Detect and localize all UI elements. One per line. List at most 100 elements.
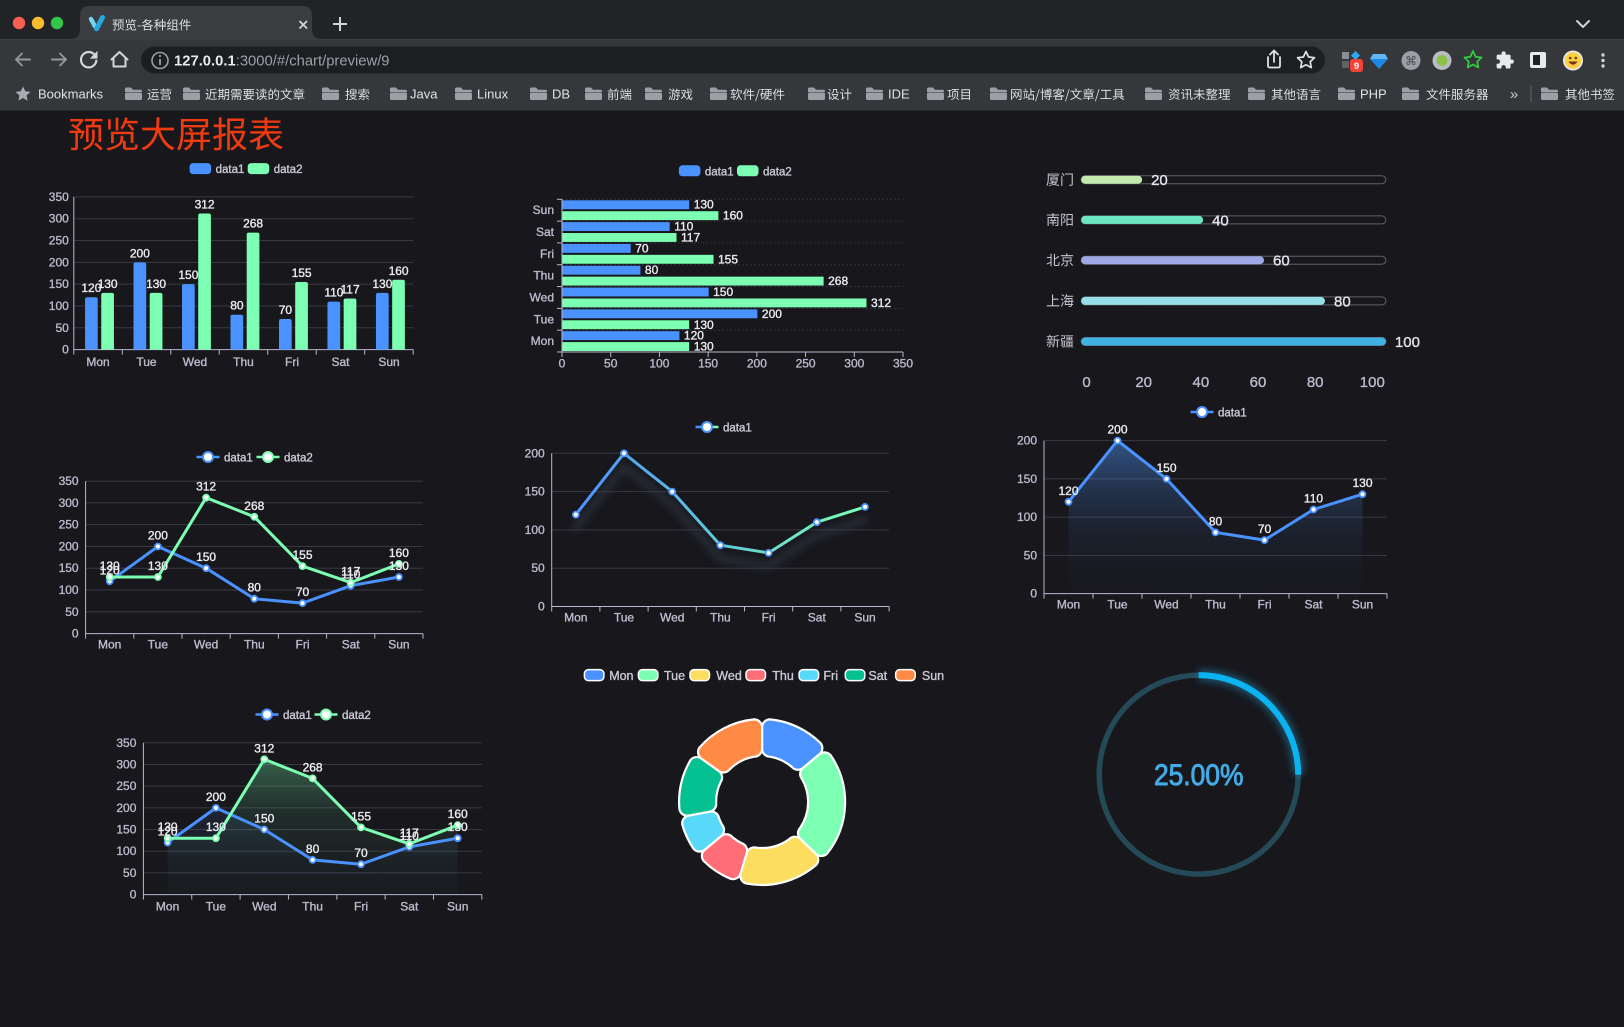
svg-text:Sun: Sun xyxy=(533,203,554,217)
svg-text:data2: data2 xyxy=(763,166,792,178)
svg-text:80: 80 xyxy=(1307,374,1324,391)
svg-text:50: 50 xyxy=(123,866,137,880)
svg-text:130: 130 xyxy=(1352,476,1372,490)
svg-text:Mon: Mon xyxy=(564,611,587,625)
svg-text:20: 20 xyxy=(1135,374,1152,391)
svg-text:150: 150 xyxy=(254,812,274,826)
svg-text:Sun: Sun xyxy=(1352,597,1373,611)
svg-text:117: 117 xyxy=(341,283,360,297)
svg-text:200: 200 xyxy=(49,255,69,269)
svg-text:200: 200 xyxy=(59,540,79,554)
svg-text:Fri: Fri xyxy=(1258,597,1272,611)
svg-text:Thu: Thu xyxy=(772,669,794,683)
svg-text:50: 50 xyxy=(65,605,79,619)
svg-text:Wed: Wed xyxy=(530,291,554,305)
svg-text:Fri: Fri xyxy=(354,900,368,914)
svg-text:Wed: Wed xyxy=(716,669,742,683)
svg-text:150: 150 xyxy=(59,561,79,575)
svg-text:0: 0 xyxy=(1030,587,1037,601)
svg-text:Wed: Wed xyxy=(194,638,218,652)
svg-text:Tue: Tue xyxy=(206,900,227,914)
svg-text:300: 300 xyxy=(49,212,69,226)
svg-text:0: 0 xyxy=(559,357,566,371)
svg-text:Sun: Sun xyxy=(854,611,875,625)
svg-text:50: 50 xyxy=(531,561,545,575)
svg-text:Tue: Tue xyxy=(1107,597,1128,611)
svg-text:200: 200 xyxy=(130,246,150,260)
svg-text:130: 130 xyxy=(206,820,226,834)
svg-text:Tue: Tue xyxy=(534,312,555,326)
svg-text:Fri: Fri xyxy=(823,669,838,683)
svg-text:130: 130 xyxy=(694,340,714,354)
svg-text:100: 100 xyxy=(525,523,545,537)
svg-text:Bookmarks: Bookmarks xyxy=(38,87,104,102)
svg-text:120: 120 xyxy=(684,329,704,343)
svg-text:130: 130 xyxy=(694,318,714,332)
svg-text:Mon: Mon xyxy=(531,334,554,348)
svg-text:0: 0 xyxy=(130,888,137,902)
svg-text:Fri: Fri xyxy=(540,247,554,261)
svg-text:250: 250 xyxy=(116,779,136,793)
svg-text:0: 0 xyxy=(72,627,79,641)
svg-text:Java: Java xyxy=(410,87,438,102)
svg-text:268: 268 xyxy=(243,217,263,231)
svg-text:200: 200 xyxy=(206,790,226,804)
svg-text:data2: data2 xyxy=(284,453,313,465)
svg-text:Mon: Mon xyxy=(609,669,633,683)
svg-text:300: 300 xyxy=(116,758,136,772)
svg-text:127.0.0.1:3000/#/chart/preview: 127.0.0.1:3000/#/chart/preview/9 xyxy=(174,54,390,70)
svg-text:312: 312 xyxy=(871,296,891,310)
svg-text:130: 130 xyxy=(158,820,178,834)
svg-text:80: 80 xyxy=(645,263,659,277)
svg-text:155: 155 xyxy=(292,266,312,280)
svg-text:0: 0 xyxy=(62,343,69,357)
svg-text:350: 350 xyxy=(893,357,913,371)
svg-text:Wed: Wed xyxy=(252,900,276,914)
svg-text:70: 70 xyxy=(1258,522,1272,536)
svg-text:130: 130 xyxy=(148,559,168,573)
svg-text:Tue: Tue xyxy=(614,611,635,625)
svg-text:Sun: Sun xyxy=(922,669,944,683)
svg-text:117: 117 xyxy=(400,826,419,840)
svg-text:Sun: Sun xyxy=(388,638,409,652)
svg-text:80: 80 xyxy=(230,299,244,313)
svg-text:200: 200 xyxy=(148,529,168,543)
svg-text:130: 130 xyxy=(389,559,409,573)
svg-text:130: 130 xyxy=(372,277,392,291)
svg-text:Fri: Fri xyxy=(285,355,299,369)
svg-text:155: 155 xyxy=(292,548,312,562)
svg-text:160: 160 xyxy=(448,807,468,821)
svg-text:data2: data2 xyxy=(274,164,303,176)
svg-text:300: 300 xyxy=(844,357,864,371)
svg-text:50: 50 xyxy=(55,321,69,335)
svg-text:data1: data1 xyxy=(283,710,312,722)
svg-text:130: 130 xyxy=(694,198,714,212)
svg-text:0: 0 xyxy=(538,600,545,614)
svg-text:80: 80 xyxy=(1209,514,1223,528)
svg-text:70: 70 xyxy=(279,303,293,317)
svg-text:80: 80 xyxy=(306,842,320,856)
svg-text:120: 120 xyxy=(100,563,120,577)
svg-text:Sat: Sat xyxy=(1304,597,1323,611)
svg-text:130: 130 xyxy=(448,820,468,834)
svg-text:150: 150 xyxy=(116,823,136,837)
svg-text:350: 350 xyxy=(59,474,79,488)
svg-text:Wed: Wed xyxy=(660,611,684,625)
svg-text:70: 70 xyxy=(296,585,310,599)
svg-text:Sun: Sun xyxy=(447,900,468,914)
svg-text:60: 60 xyxy=(1273,253,1290,270)
svg-text:Mon: Mon xyxy=(98,638,121,652)
svg-text:120: 120 xyxy=(158,825,178,839)
svg-text:Thu: Thu xyxy=(1205,597,1226,611)
svg-text:Mon: Mon xyxy=(156,900,179,914)
svg-text:150: 150 xyxy=(713,285,733,299)
svg-text:0: 0 xyxy=(1082,374,1090,391)
svg-text:40: 40 xyxy=(1193,374,1210,391)
svg-text:200: 200 xyxy=(1017,434,1037,448)
svg-text:50: 50 xyxy=(1024,548,1038,562)
svg-text:100: 100 xyxy=(116,844,136,858)
svg-text:data1: data1 xyxy=(705,166,734,178)
svg-text:Linux: Linux xyxy=(477,87,509,102)
svg-text:312: 312 xyxy=(254,741,274,755)
svg-text:160: 160 xyxy=(389,546,409,560)
